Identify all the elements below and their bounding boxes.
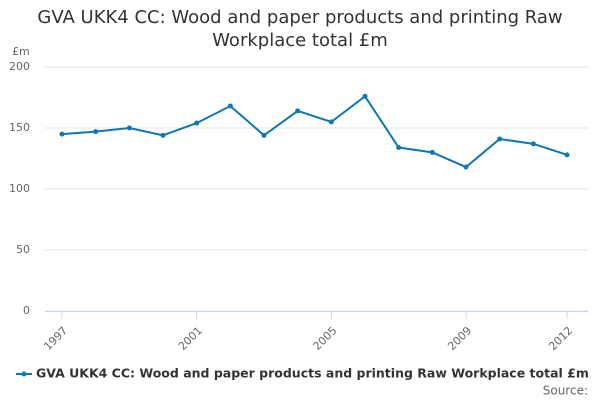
point xyxy=(497,136,503,142)
x-tick-label: 2009 xyxy=(445,324,474,353)
x-tick-label: 2005 xyxy=(311,324,340,353)
point xyxy=(227,103,233,109)
source: Source: xyxy=(543,384,588,398)
legend-label: GVA UKK4 CC: Wood and paper products and… xyxy=(36,366,589,381)
chart-title: GVA UKK4 CC: Wood and paper products and… xyxy=(37,7,563,51)
x-tick-label: 1997 xyxy=(41,324,70,353)
x-tick-label: 2001 xyxy=(176,324,205,353)
point xyxy=(93,129,99,135)
y-tick-label: 50 xyxy=(16,243,30,256)
point xyxy=(328,119,334,125)
y-tick-label: 200 xyxy=(9,60,30,73)
point xyxy=(194,120,200,126)
series-line xyxy=(61,94,568,169)
y-tick-label: 100 xyxy=(9,182,30,195)
point xyxy=(396,145,402,151)
point xyxy=(295,108,301,114)
y-tick-label: 150 xyxy=(9,121,30,134)
point xyxy=(261,132,267,138)
point xyxy=(362,93,368,99)
point xyxy=(59,131,65,137)
point xyxy=(564,152,570,158)
point xyxy=(530,141,536,147)
point xyxy=(429,149,435,155)
point xyxy=(463,164,469,170)
y-tick-label: 0 xyxy=(23,304,30,317)
legend-marker xyxy=(21,371,27,377)
y-axis-label: £m xyxy=(12,45,30,58)
x-tick-label: 2012 xyxy=(546,324,575,353)
point xyxy=(160,132,166,138)
point xyxy=(126,125,132,131)
